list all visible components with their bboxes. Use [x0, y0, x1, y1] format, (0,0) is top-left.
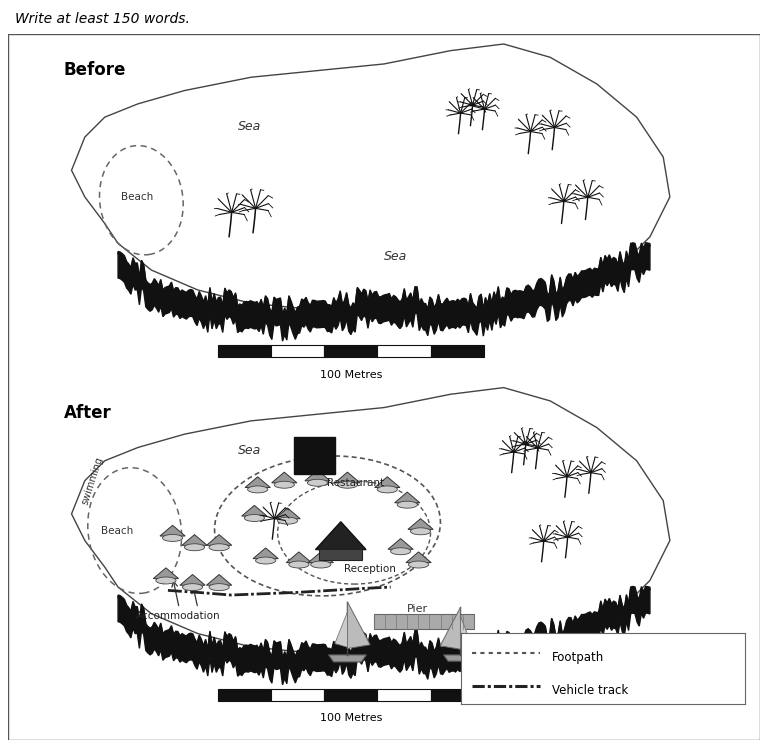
Text: Restaurant: Restaurant — [327, 478, 385, 488]
Polygon shape — [408, 518, 433, 530]
Ellipse shape — [209, 583, 229, 591]
Text: Sea: Sea — [384, 250, 407, 263]
Bar — [218, 345, 271, 357]
Ellipse shape — [244, 515, 264, 521]
Polygon shape — [316, 522, 366, 550]
Polygon shape — [253, 548, 278, 559]
Ellipse shape — [256, 557, 276, 564]
Text: Write at least 150 words.: Write at least 150 words. — [15, 12, 190, 25]
Polygon shape — [440, 607, 461, 649]
Polygon shape — [71, 44, 670, 317]
Ellipse shape — [247, 486, 268, 493]
Ellipse shape — [183, 583, 203, 591]
Polygon shape — [207, 574, 232, 585]
Polygon shape — [275, 508, 300, 518]
Polygon shape — [388, 539, 413, 549]
Bar — [324, 345, 377, 357]
Polygon shape — [395, 492, 420, 503]
Polygon shape — [443, 655, 478, 661]
Polygon shape — [335, 472, 360, 483]
Bar — [271, 345, 324, 357]
Text: Vehicle track: Vehicle track — [551, 684, 628, 698]
Ellipse shape — [209, 544, 229, 551]
Polygon shape — [118, 586, 650, 685]
Text: swimming: swimming — [80, 456, 104, 506]
Polygon shape — [406, 552, 431, 562]
Text: 100 Metres: 100 Metres — [319, 370, 382, 379]
Ellipse shape — [184, 544, 204, 551]
Ellipse shape — [337, 481, 358, 489]
Bar — [374, 614, 474, 629]
Ellipse shape — [156, 577, 176, 584]
Ellipse shape — [397, 501, 417, 508]
Ellipse shape — [409, 561, 429, 568]
Bar — [218, 689, 271, 701]
Ellipse shape — [307, 480, 328, 486]
Ellipse shape — [163, 534, 183, 542]
Ellipse shape — [277, 517, 298, 524]
Polygon shape — [207, 535, 232, 545]
Polygon shape — [461, 616, 472, 648]
Ellipse shape — [410, 528, 431, 535]
Text: Reception: Reception — [344, 564, 396, 574]
Ellipse shape — [390, 548, 411, 555]
Polygon shape — [286, 552, 312, 562]
Polygon shape — [154, 568, 179, 579]
Text: Beach: Beach — [121, 192, 154, 202]
Text: Footpath: Footpath — [551, 651, 604, 664]
Polygon shape — [305, 470, 330, 481]
Text: After: After — [64, 404, 111, 422]
Ellipse shape — [377, 486, 397, 493]
Bar — [293, 438, 335, 474]
Polygon shape — [160, 525, 185, 536]
Bar — [319, 549, 362, 560]
Polygon shape — [375, 477, 400, 488]
Text: Sea: Sea — [238, 120, 261, 134]
Polygon shape — [329, 655, 366, 662]
Bar — [324, 689, 377, 701]
Text: 100 Metres: 100 Metres — [319, 713, 382, 723]
Ellipse shape — [311, 561, 331, 568]
Polygon shape — [182, 535, 207, 545]
Polygon shape — [335, 612, 347, 648]
Text: Before: Before — [64, 61, 126, 78]
Polygon shape — [242, 506, 267, 516]
Bar — [431, 345, 484, 357]
Polygon shape — [347, 602, 370, 648]
Bar — [377, 345, 431, 357]
Polygon shape — [71, 388, 670, 660]
Bar — [271, 689, 324, 701]
Polygon shape — [245, 477, 270, 488]
Polygon shape — [308, 552, 333, 562]
Text: Accommodation: Accommodation — [136, 611, 220, 621]
Bar — [377, 689, 431, 701]
Ellipse shape — [289, 561, 309, 568]
Polygon shape — [118, 243, 650, 341]
Polygon shape — [180, 574, 205, 585]
Ellipse shape — [274, 481, 294, 489]
Bar — [431, 689, 484, 701]
Text: Sea: Sea — [238, 444, 261, 457]
Text: Pier: Pier — [407, 604, 429, 614]
Polygon shape — [272, 472, 297, 483]
Text: Beach: Beach — [101, 526, 134, 536]
